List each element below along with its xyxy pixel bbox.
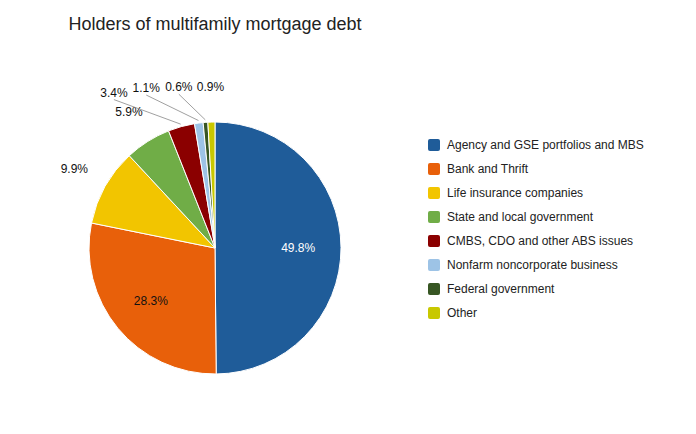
slice: [194, 123, 215, 248]
slice: [203, 122, 215, 248]
legend-swatch: [428, 235, 440, 247]
legend-label: Bank and Thrift: [447, 162, 529, 176]
legend-swatch: [428, 187, 440, 199]
legend-swatch: [428, 259, 440, 271]
data-label: 3.4%: [100, 86, 128, 100]
legend-swatch: [428, 139, 440, 151]
legend-swatch: [428, 211, 440, 223]
legend-label: Nonfarm noncorporate business: [447, 258, 618, 272]
title: Holders of multifamily mortgage debt: [68, 14, 361, 34]
data-label: 9.9%: [61, 162, 89, 176]
legend-label: Agency and GSE portfolios and MBS: [447, 138, 644, 152]
slice: [89, 223, 216, 374]
data-label: 49.8%: [281, 241, 315, 255]
data-label: 5.9%: [115, 105, 143, 119]
data-labels: 49.8% 28.3% 9.9% 5.9% 3.4% 1.1% 0.6% 0.9%: [61, 80, 316, 308]
legend-label: CMBS, CDO and other ABS issues: [447, 234, 633, 248]
leader-line: [114, 100, 181, 125]
data-label: 1.1%: [133, 81, 161, 95]
legend-label: State and local government: [447, 210, 594, 224]
chart: Holders of multifamily mortgage debt 49.8…: [0, 0, 696, 434]
slice: [208, 122, 215, 248]
legend-swatch: [428, 283, 440, 295]
slice: [215, 122, 341, 374]
legend-label: Other: [447, 306, 477, 320]
data-label: 0.6%: [165, 80, 193, 94]
data-label: 28.3%: [134, 294, 168, 308]
legend-label: Federal government: [447, 282, 555, 296]
legend-label: Life insurance companies: [447, 186, 583, 200]
leader-line: [146, 95, 198, 120]
legend-swatch: [428, 307, 440, 319]
legend-swatch: [428, 163, 440, 175]
leader-lines: [114, 94, 205, 124]
chart-container: Holders of multifamily mortgage debt 49.8…: [0, 0, 696, 434]
leader-line: [179, 94, 205, 120]
legend: Agency and GSE portfolios and MBS Bank an…: [428, 138, 644, 320]
slices: [89, 122, 341, 374]
data-label: 0.9%: [197, 80, 225, 94]
